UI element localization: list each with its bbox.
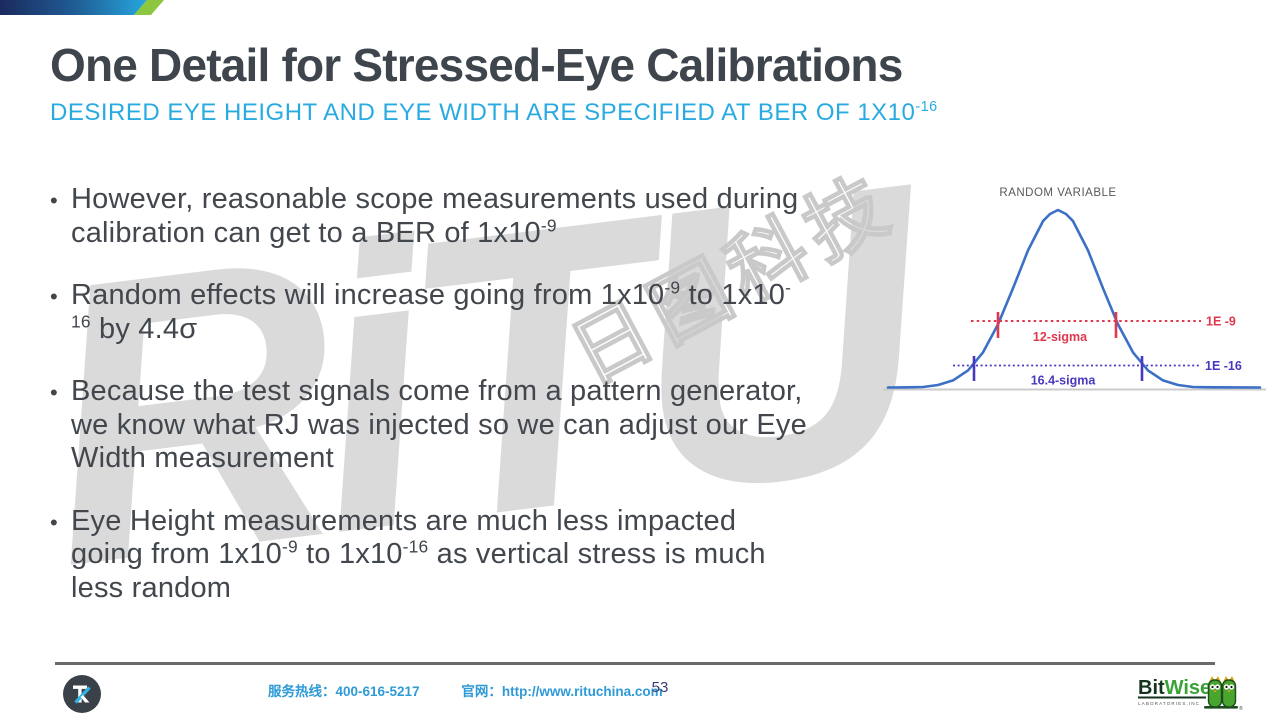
bullet-line: calibration can get to a BER of 1x10-9 — [71, 214, 557, 249]
diagram-title: RANDOM VARIABLE — [999, 187, 1116, 199]
ber-1e16-group: 1E -16 16.4-sigma — [953, 356, 1242, 388]
bullet-line: Random effects will increase going from … — [71, 277, 792, 311]
bullet-line: Width measurement — [71, 442, 334, 474]
website-label: 官网： — [461, 684, 502, 699]
ber-1e9-sigma-label: 12-sigma — [1033, 330, 1088, 344]
bullet-line: going from 1x10-9 to 1x10-16 as vertical… — [71, 536, 766, 570]
ritu-logo-t-stem — [78, 685, 82, 703]
subtitle-text: DESIRED EYE HEIGHT AND EYE WIDTH ARE SPE… — [50, 99, 916, 126]
bullet-line: Because the test signals come from a pat… — [71, 375, 803, 407]
bullet-list: However, reasonable scope measurements u… — [50, 183, 900, 634]
banner-gradient-bar — [0, 0, 147, 15]
hotline-label: 服务热线： — [268, 684, 336, 699]
bitwise-registered-mark: ® — [1239, 705, 1243, 712]
ber-1e16-sigma-label: 16.4-sigma — [1031, 374, 1097, 388]
bitwise-bit-text: Bit — [1138, 677, 1165, 699]
ber-1e9-level-label: 1E -9 — [1206, 315, 1236, 329]
random-variable-diagram: RANDOM VARIABLE 1E -9 12-sigma 1E -16 16… — [883, 187, 1266, 391]
bitwise-owls-icon — [1204, 676, 1238, 709]
top-banner — [0, 0, 180, 15]
bitwise-underline — [1138, 696, 1206, 699]
page-title: One Detail for Stressed-Eye Calibrations — [50, 39, 903, 91]
bullet-line: However, reasonable scope measurements u… — [71, 183, 799, 215]
bitwise-logo: BitWise LABORATORIES,INC ® — [1138, 676, 1243, 712]
bullet-item: Random effects will increase going from … — [50, 279, 900, 346]
ber-1e16-level-label: 1E -16 — [1205, 359, 1242, 373]
footer-contact: 服务热线：400-616-5217 官网：http://www.rituchin… — [268, 680, 663, 700]
bullet-line: we know what RJ was injected so we can a… — [71, 408, 807, 441]
ber-1e9-group: 1E -9 12-sigma — [971, 312, 1236, 344]
ritu-logo-slash — [74, 686, 91, 704]
bullet-item: Eye Height measurements are much less im… — [50, 505, 900, 606]
bitwise-wordmark: BitWise — [1138, 677, 1211, 699]
page-subtitle: DESIRED EYE HEIGHT AND EYE WIDTH ARE SPE… — [50, 99, 938, 127]
bullet-line: Eye Height measurements are much less im… — [71, 504, 737, 537]
page-number: 53 — [651, 679, 669, 696]
subtitle-exponent: -16 — [915, 99, 938, 115]
bullet-item: However, reasonable scope measurements u… — [50, 183, 900, 250]
bitwise-sub-text: LABORATORIES,INC — [1138, 701, 1200, 706]
gaussian-curve — [886, 208, 1262, 389]
ritu-logo-icon — [63, 675, 101, 713]
bullet-item: Because the test signals come from a pat… — [50, 375, 900, 476]
bullet-line: 16 by 4.4σ — [71, 310, 198, 345]
footer-divider — [55, 662, 1215, 665]
website-url[interactable]: http://www.rituchina.com — [501, 684, 663, 699]
ritu-logo-k-leg — [80, 695, 90, 703]
bullet-line: less random — [71, 571, 232, 604]
hotline-number: 400-616-5217 — [335, 684, 420, 699]
bitwise-wise-text: Wise — [1165, 677, 1212, 699]
